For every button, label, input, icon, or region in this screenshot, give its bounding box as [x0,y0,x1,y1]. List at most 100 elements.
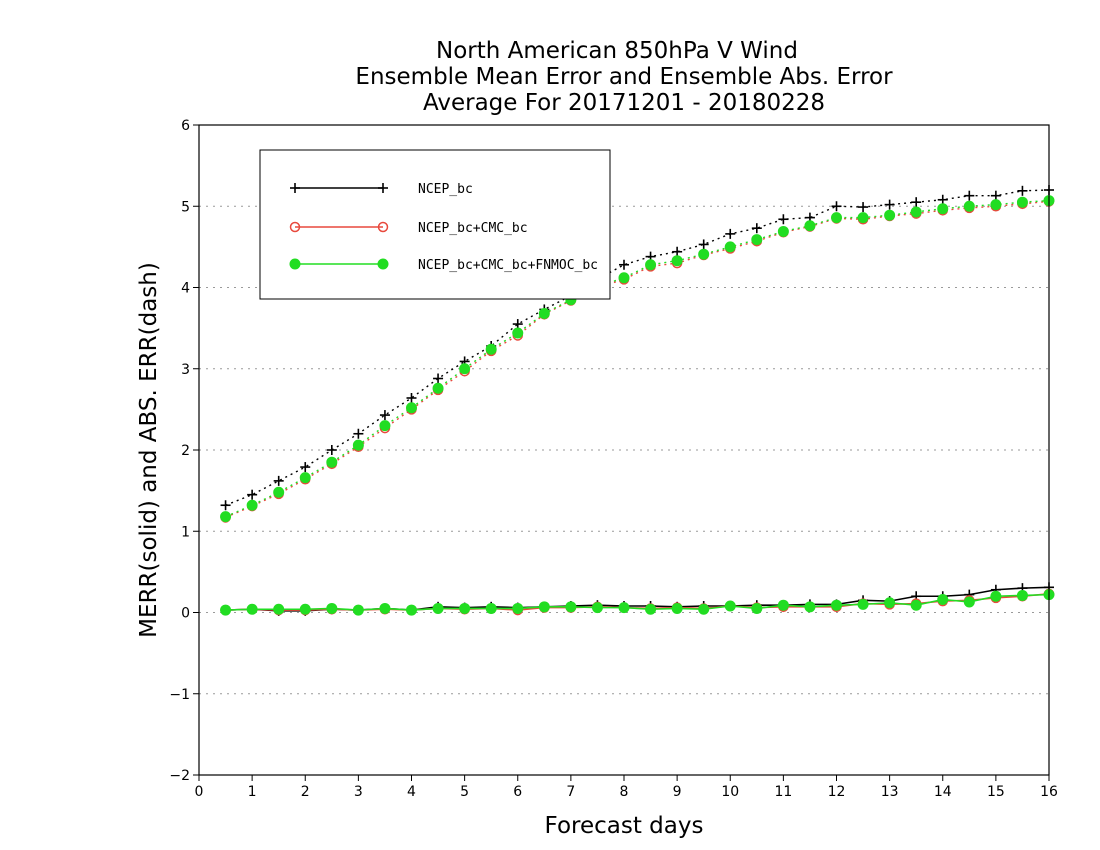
legend: NCEP_bc NCEP_bc+CMC_bc NCEP_bc+CMC_bc+FNMO… [259,149,611,300]
y-tick-label: −2 [169,768,190,784]
legend-marker-start-2 [289,258,301,270]
y-tick-label: 6 [181,118,190,134]
abs-error-point-0-x9 [672,246,683,257]
abs-error-point-2-x2-5 [326,456,338,468]
abs-error-point-0-x1-5 [273,475,284,486]
abs-error-point-2-x3 [352,439,364,451]
mean-error-point-2-x3 [352,604,364,616]
x-tick-label: 3 [354,784,363,800]
abs-error-point-0-x2-5 [326,445,337,455]
abs-error-point-0-x11 [778,214,789,225]
y-tick-label: 4 [181,281,190,297]
legend-label-0: NCEP_bc [418,182,473,197]
mean-error-point-2-x1-5 [273,603,285,615]
abs-error-point-0-x12 [831,201,842,212]
abs-error-point-2-x9 [671,255,683,267]
abs-error-point-2-x5-5 [485,343,497,355]
abs-error-point-2-x10-5 [751,234,763,246]
mean-error-point-2-x10 [724,600,736,612]
abs-error-point-0-x1 [247,489,258,500]
abs-error-point-0-x10 [725,228,736,239]
x-tick-label: 15 [987,784,1005,800]
x-tick-label: 8 [620,784,629,800]
abs-error-point-0-x15-5 [1017,185,1028,196]
abs-error-point-2-x10 [724,241,736,253]
y-tick-label: 1 [181,524,190,540]
abs-error-point-0-x13-5 [911,197,922,208]
legend-item-2: NCEP_bc+CMC_bc+FNMOC_bc [289,258,598,273]
mean-error-point-2-x8 [618,602,630,614]
abs-error-point-2-x13 [884,209,896,221]
mean-error-point-2-x9-5 [698,603,710,615]
x-tick-label: 2 [301,784,310,800]
legend-label-2: NCEP_bc+CMC_bc+FNMOC_bc [418,258,598,273]
mean-error-point-2-x7 [565,601,577,613]
abs-error-point-2-x1-5 [273,486,285,498]
mean-error-point-2-x1 [246,603,258,615]
y-tick-label: 0 [181,606,190,622]
abs-error-point-2-x12 [831,212,842,224]
mean-error-point-2-x5-5 [485,602,497,614]
mean-error-point-2-x15-5 [1016,589,1028,601]
mean-error-point-2-x7-5 [591,602,603,614]
abs-error-point-0-x6 [512,319,523,330]
y-axis-label: MERR(solid) and ABS. ERR(dash) [136,262,162,638]
mean-error-point-2-x11-5 [804,601,816,613]
mean-error-point-2-x13-5 [910,599,922,611]
mean-error-point-2-x4-5 [432,602,444,614]
abs-error-point-2-x4 [406,402,417,414]
legend-marker-end-1 [377,221,389,233]
y-tick-label: 5 [181,199,190,215]
abs-error-point-2-x5 [459,363,471,375]
abs-error-point-2-x11-5 [804,220,816,232]
mean-error-point-2-x4 [406,604,417,616]
abs-error-point-0-x2 [300,462,311,473]
mean-error-point-2-x11 [777,599,789,611]
abs-error-point-2-x4-5 [432,382,444,394]
x-tick-label: 6 [513,784,522,800]
mean-error-point-2-x2-5 [326,602,338,614]
abs-error-point-2-x11 [777,225,789,237]
mean-error-point-2-x3-5 [379,602,391,614]
y-tick-label: 3 [181,362,190,378]
abs-error-point-0-x12-5 [858,202,869,213]
abs-error-point-0-x13 [884,199,895,210]
legend-marker-end-0 [378,183,388,193]
x-tick-label: 13 [881,784,899,800]
legend-marker-end-2 [377,258,389,270]
legend-item-1: NCEP_bc+CMC_bc [289,221,528,236]
abs-error-point-2-x12-5 [857,212,869,224]
abs-error-point-0-x8 [619,259,629,270]
abs-error-point-2-x8 [618,272,630,284]
x-tick-label: 1 [248,784,257,800]
abs-error-point-2-x15 [990,199,1002,211]
mean-error-point-2-x15 [990,590,1002,602]
mean-error-point-2-x5 [459,602,471,614]
mean-error-point-2-x10-5 [751,602,763,614]
x-tick-label: 0 [195,784,204,800]
abs-error-point-2-x1 [246,499,258,511]
mean-error-point-2-x13 [884,597,896,609]
x-tick-label: 16 [1040,784,1058,800]
abs-error-point-0-x3 [353,428,364,439]
abs-error-point-0-x3-5 [379,410,390,421]
plot-frame [198,124,1050,776]
abs-error-point-2-x15-5 [1016,196,1028,208]
mean-error-point-2-x6 [512,602,524,614]
abs-error-point-0-x10-5 [751,223,762,234]
x-axis-label: Forecast days [545,813,704,839]
legend-label-1: NCEP_bc+CMC_bc [418,221,528,236]
abs-error-point-0-x14-5 [964,190,975,201]
mean-error-point-2-x2 [299,603,311,615]
title-line-2: Ensemble Mean Error and Ensemble Abs. Er… [355,64,893,90]
mean-error-point-2-x14 [937,594,949,605]
y-tick-label: 2 [181,443,190,459]
mean-error-point-2-x6-5 [538,601,550,613]
mean-error-point-2-x12-5 [857,598,869,610]
x-tick-label: 10 [721,784,739,800]
abs-error-point-2-x0-5 [220,511,232,523]
x-tick-label: 4 [407,784,416,800]
abs-error-point-2-x6-5 [538,308,550,319]
